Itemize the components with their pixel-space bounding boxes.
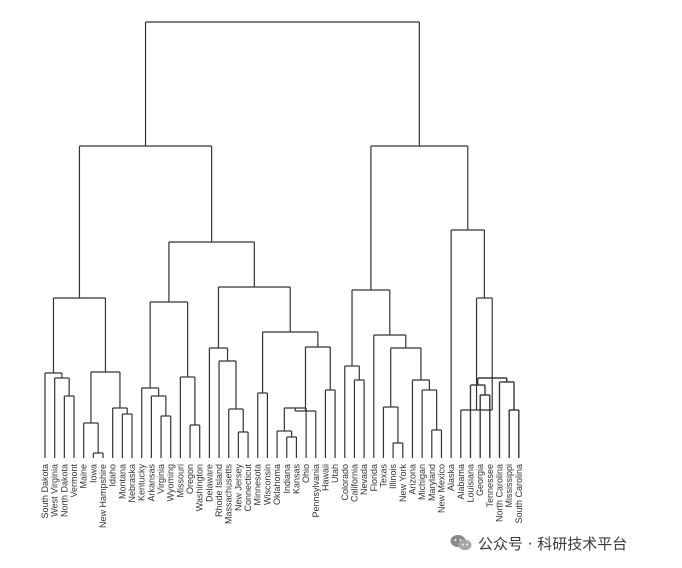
leaf-label: Kentucky <box>137 464 147 502</box>
leaf-label: Texas <box>378 464 388 488</box>
leaf-label: Idaho <box>108 464 118 487</box>
leaf-label: Illinois <box>388 464 398 490</box>
leaf-label: Connecticut <box>243 464 253 512</box>
leaf-label: Wisconsin <box>262 464 272 505</box>
leaf-label: Maryland <box>427 464 437 501</box>
leaf-label: Kansas <box>291 464 301 495</box>
leaf-label: Nevada <box>359 464 369 495</box>
leaf-label: Maine <box>79 464 89 489</box>
leaf-label: Pennsylvania <box>311 464 321 518</box>
leaf-label: Minnesota <box>253 464 263 506</box>
leaf-label: California <box>349 464 359 502</box>
leaf-label: Nebraska <box>127 464 137 503</box>
leaf-labels: South Dakota West Virginia North Dakota Ver… <box>40 464 524 529</box>
leaf-label: New Jersey <box>233 464 243 512</box>
leaf-label: Mississippi <box>504 464 514 508</box>
leaf-label: Alabama <box>456 464 466 500</box>
leaf-label: Arizona <box>407 464 417 495</box>
leaf-label: Indiana <box>282 464 292 494</box>
leaf-label: Iowa <box>88 464 98 483</box>
leaf-label: Florida <box>369 464 379 492</box>
leaf-label: North Carolina <box>494 464 504 522</box>
leaf-label: Alaska <box>446 464 456 491</box>
leaf-label: Oklahoma <box>272 464 282 505</box>
leaf-label: Rhode Island <box>214 464 224 517</box>
leaf-label: Michigan <box>417 464 427 500</box>
watermark: 公众号 · 科研技术平台 <box>450 531 627 555</box>
leaf-label: Arkansas <box>146 464 156 502</box>
leaf-label: Georgia <box>475 464 485 496</box>
leaf-label: Washington <box>195 464 205 511</box>
leaf-label: Ohio <box>301 464 311 483</box>
leaf-label: North Dakota <box>59 464 69 517</box>
leaf-label: New Hampshire <box>98 464 108 528</box>
leaf-label: Louisiana <box>465 464 475 503</box>
watermark-text: 公众号 · 科研技术平台 <box>478 534 628 553</box>
leaf-label: Massachusetts <box>224 464 234 525</box>
leaf-label: Montana <box>117 464 127 499</box>
leaf-label: Vermont <box>69 464 79 498</box>
leaf-label: Hawaii <box>320 464 330 491</box>
leaf-label: New Mexico <box>436 464 446 513</box>
leaf-label: South Dakota <box>40 464 50 519</box>
dendrogram-links <box>44 21 520 458</box>
leaf-label: Missouri <box>175 464 185 498</box>
leaf-label: Colorado <box>340 464 350 501</box>
leaf-label: Tennessee <box>485 464 495 508</box>
leaf-label: Virginia <box>156 464 166 494</box>
wechat-icon <box>450 535 472 551</box>
leaf-label: Utah <box>330 464 340 483</box>
leaf-label: Oregon <box>185 464 195 494</box>
leaf-label: South Carolina <box>514 464 524 524</box>
leaf-label: West Virginia <box>50 464 60 517</box>
leaf-label: Delaware <box>204 464 214 502</box>
leaf-label: Wyoming <box>166 464 176 501</box>
leaf-label: New York <box>398 464 408 503</box>
